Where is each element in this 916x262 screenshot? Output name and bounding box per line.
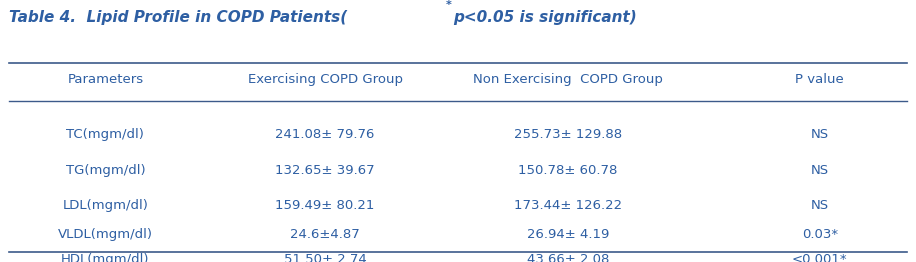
Text: 26.94± 4.19: 26.94± 4.19 [527, 228, 609, 241]
Text: 43.66± 2.08: 43.66± 2.08 [527, 253, 609, 262]
Text: 255.73± 129.88: 255.73± 129.88 [514, 128, 622, 141]
Text: NS: NS [811, 128, 829, 141]
Text: 241.08± 79.76: 241.08± 79.76 [276, 128, 375, 141]
Text: <0.001*: <0.001* [792, 253, 847, 262]
Text: 150.78± 60.78: 150.78± 60.78 [518, 164, 617, 177]
Text: *: * [445, 0, 452, 10]
Text: 159.49± 80.21: 159.49± 80.21 [276, 199, 375, 212]
Text: HDL(mgm/dl): HDL(mgm/dl) [61, 253, 149, 262]
Text: Exercising COPD Group: Exercising COPD Group [247, 73, 403, 86]
Text: 0.03*: 0.03* [802, 228, 838, 241]
Text: Parameters: Parameters [67, 73, 144, 86]
Text: P value: P value [795, 73, 845, 86]
Text: VLDL(mgm/dl): VLDL(mgm/dl) [58, 228, 153, 241]
Text: 132.65± 39.67: 132.65± 39.67 [276, 164, 375, 177]
Text: Table 4.  Lipid Profile in COPD Patients(: Table 4. Lipid Profile in COPD Patients( [9, 10, 347, 25]
Text: LDL(mgm/dl): LDL(mgm/dl) [62, 199, 148, 212]
Text: 24.6±4.87: 24.6±4.87 [290, 228, 360, 241]
Text: TC(mgm/dl): TC(mgm/dl) [66, 128, 145, 141]
Text: Non Exercising  COPD Group: Non Exercising COPD Group [473, 73, 663, 86]
Text: NS: NS [811, 199, 829, 212]
Text: p<0.05 is significant): p<0.05 is significant) [453, 10, 637, 25]
Text: NS: NS [811, 164, 829, 177]
Text: TG(mgm/dl): TG(mgm/dl) [66, 164, 145, 177]
Text: 51.50± 2.74: 51.50± 2.74 [284, 253, 366, 262]
Text: Table 4.  Lipid Profile in COPD Patients(: Table 4. Lipid Profile in COPD Patients( [9, 10, 347, 25]
Text: 173.44± 126.22: 173.44± 126.22 [514, 199, 622, 212]
